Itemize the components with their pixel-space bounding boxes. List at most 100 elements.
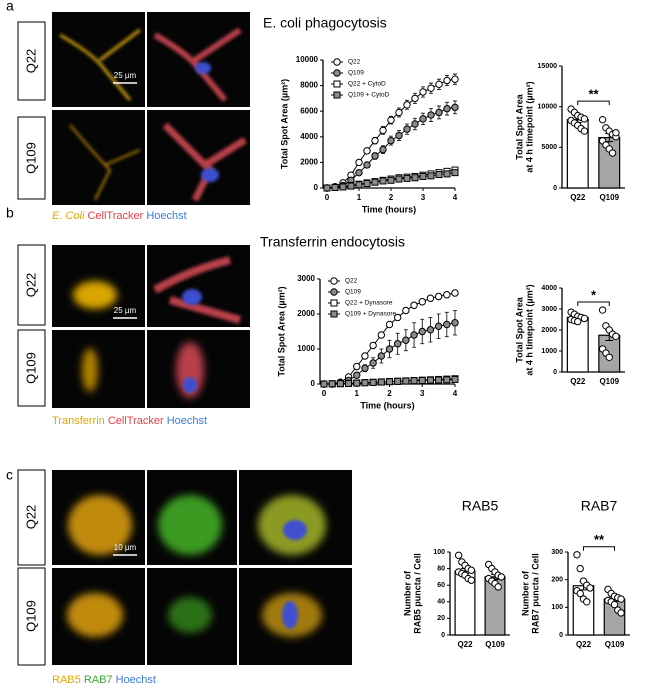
marker	[411, 120, 419, 128]
legend-marker	[333, 69, 341, 77]
x-tick-label: 3	[421, 193, 426, 202]
legend-marker	[330, 299, 338, 307]
y-axis-label: Total Spot Area (µm²)	[279, 79, 289, 169]
x-tick-label: 1	[355, 389, 360, 398]
y-tick-label: 0	[553, 369, 557, 376]
marker	[353, 362, 361, 371]
marker	[363, 161, 371, 169]
marker	[410, 301, 418, 309]
legend-marker	[333, 80, 341, 88]
marker	[339, 183, 347, 191]
x-tick-label: Q22	[570, 193, 586, 202]
marker	[451, 75, 459, 83]
marker	[418, 298, 426, 306]
marker	[371, 136, 379, 145]
marker	[395, 131, 403, 140]
marker	[371, 178, 379, 186]
y-tick-label: 1000	[541, 348, 557, 355]
significance-bracket	[583, 546, 615, 551]
y-tick-label: 3000	[297, 274, 315, 283]
y-axis-label: at 4 h timepoint (µm²)	[524, 284, 534, 375]
marker	[419, 172, 427, 180]
scale-bar-label: 10 µm	[114, 543, 137, 552]
data-point	[574, 317, 582, 326]
marker	[386, 378, 393, 386]
y-tick-label: 60	[437, 582, 445, 589]
x-tick-label: 2	[389, 193, 394, 202]
x-axis-label: Time (hours)	[360, 400, 414, 410]
panel-label: a	[6, 0, 14, 14]
marker	[387, 116, 395, 124]
marker	[393, 313, 402, 322]
marker	[434, 322, 443, 330]
marker	[427, 84, 435, 92]
x-tick-label: Q109	[599, 193, 619, 202]
scale-bar-label: 25 µm	[114, 306, 137, 315]
row-label: Q109	[23, 352, 38, 384]
y-tick-label: 2000	[541, 327, 557, 334]
marker	[403, 174, 411, 182]
marker	[377, 331, 386, 339]
y-tick-label: 300	[551, 549, 563, 556]
data-point	[612, 332, 620, 340]
legend-label: Q22	[345, 278, 358, 285]
x-tick-label: 3	[420, 389, 425, 398]
marker	[427, 172, 435, 180]
data-point	[580, 314, 589, 323]
marker	[403, 101, 411, 109]
row-label: Q22	[23, 49, 38, 74]
y-tick-label: 2000	[297, 309, 315, 318]
y-tick-label: 20	[437, 615, 445, 622]
marker	[385, 345, 394, 353]
y-tick-label: 40	[437, 599, 445, 606]
x-tick-label: 4	[453, 193, 458, 202]
chart-title: E. coli phagocytosis	[263, 15, 387, 31]
y-axis-label: Total Spot Area	[514, 93, 524, 159]
marker	[402, 377, 410, 385]
row-label: Q109	[23, 142, 38, 174]
marker	[347, 182, 355, 190]
marker	[443, 76, 451, 85]
marker	[387, 136, 395, 145]
marker	[323, 184, 331, 192]
marker	[451, 289, 459, 297]
y-tick-label: 8000	[300, 81, 318, 90]
marker	[369, 341, 377, 350]
marker	[369, 378, 377, 386]
data-point	[612, 128, 620, 137]
significance-bracket	[577, 100, 610, 106]
marker	[361, 379, 369, 387]
data-point	[617, 609, 625, 617]
panel-label: b	[6, 205, 14, 221]
data-point	[598, 115, 607, 124]
data-point	[576, 589, 584, 598]
legend-label: Q22	[348, 59, 361, 66]
scale-bar-label: 25 µm	[114, 71, 137, 80]
marker	[377, 378, 385, 386]
marker	[363, 180, 371, 188]
marker	[435, 171, 443, 179]
marker	[355, 181, 363, 189]
marker	[379, 177, 387, 185]
y-tick-label: 100	[551, 604, 563, 611]
y-tick-label: 0	[314, 183, 319, 192]
legend-marker	[330, 310, 338, 318]
row-label: Q22	[23, 505, 38, 530]
x-tick-label: Q22	[570, 377, 586, 386]
marker	[345, 379, 353, 387]
x-tick-label: 4	[453, 389, 458, 398]
marker	[443, 291, 451, 299]
data-point	[583, 598, 591, 606]
marker	[435, 376, 443, 384]
data-point	[467, 576, 476, 584]
legend-label: Q109	[348, 70, 364, 77]
significance-label: *	[591, 287, 597, 302]
marker	[426, 326, 435, 334]
y-tick-label: 10000	[538, 104, 558, 111]
marker	[393, 340, 402, 348]
data-point	[608, 149, 617, 157]
marker	[451, 319, 459, 327]
marker	[410, 377, 418, 385]
marker	[443, 320, 451, 329]
y-tick-label: 0	[441, 632, 445, 639]
